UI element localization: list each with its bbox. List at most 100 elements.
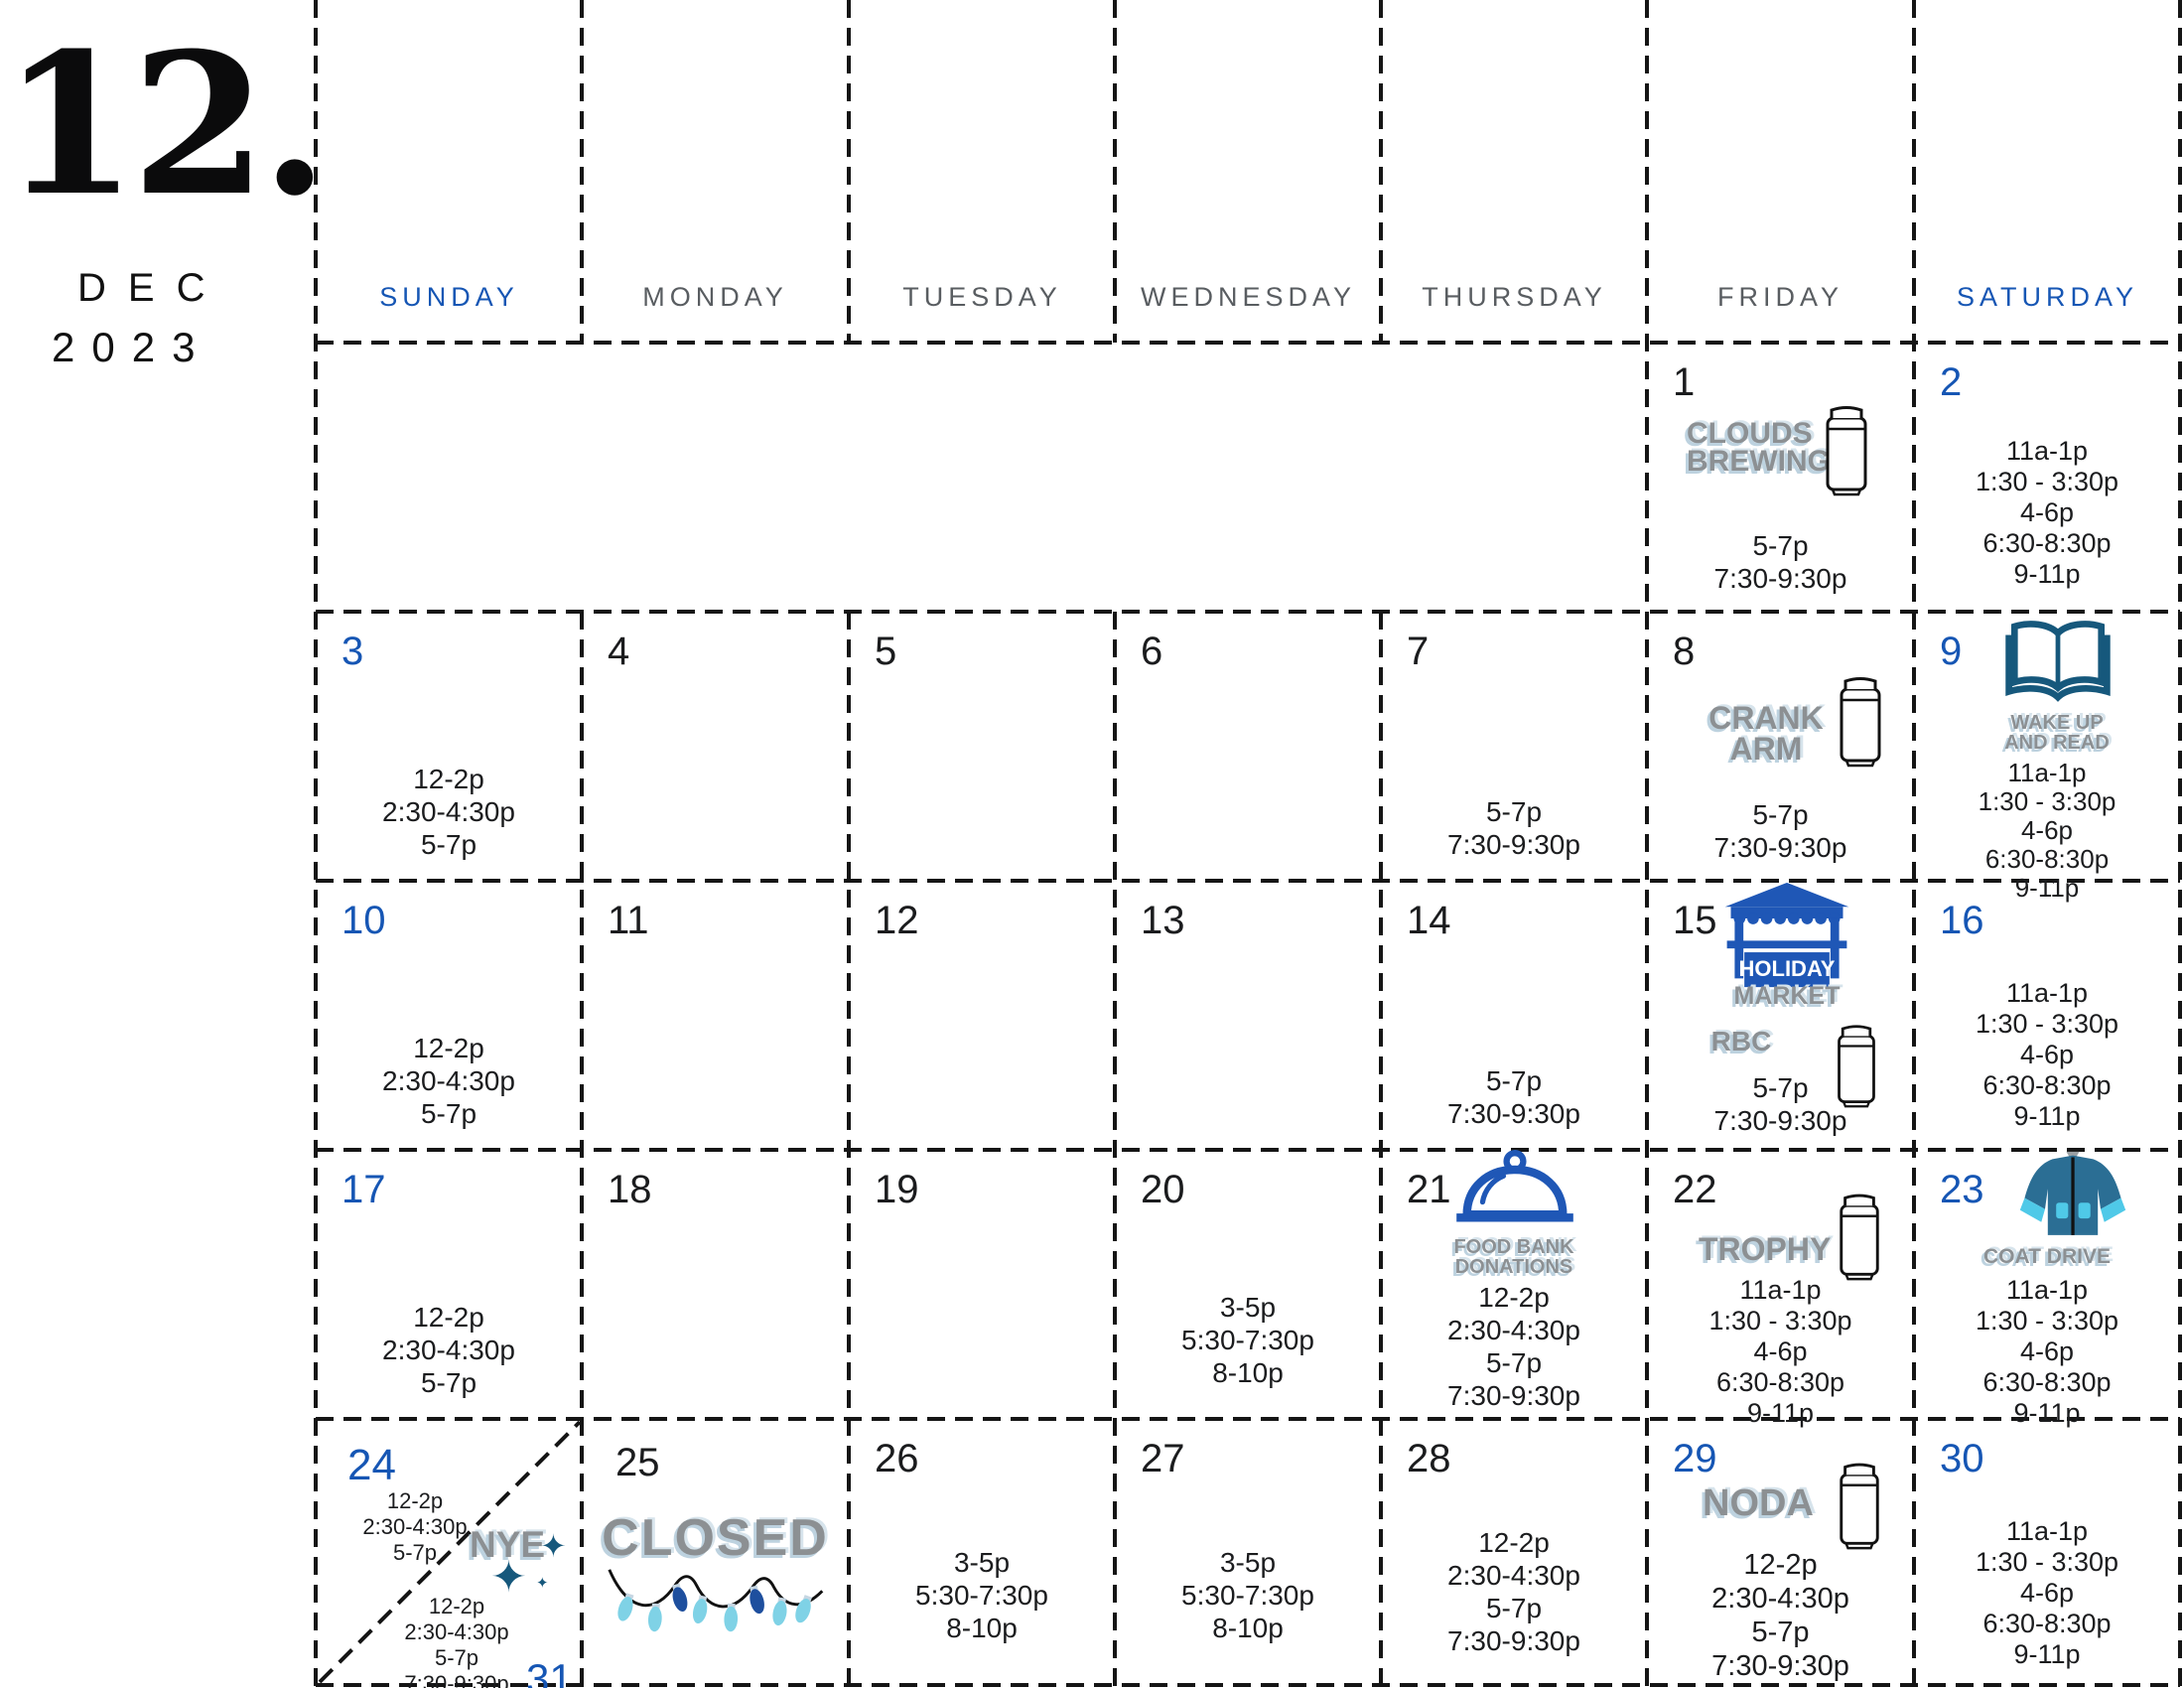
weekday-wednesday: WEDNESDAY — [1140, 282, 1357, 312]
day-number: 4 — [608, 630, 630, 673]
holiday-lights-icon — [608, 1569, 824, 1632]
shift-times: 5-7p 7:30-9:30p — [1447, 1065, 1580, 1129]
day-number: 7 — [1407, 630, 1430, 673]
event-name-coat-drive: COAT DRIVE — [1983, 1245, 2111, 1268]
shift-times: 5-7p 7:30-9:30p — [1447, 796, 1580, 860]
shift-times: 11a-1p 1:30 - 3:30p 4-6p 6:30-8:30p 9-11… — [1975, 1516, 2119, 1669]
day-number: 1 — [1673, 360, 1696, 404]
day-number: 29 — [1673, 1437, 1717, 1480]
day-number: 27 — [1141, 1437, 1185, 1480]
shift-times: 12-2p 2:30-4:30p 5-7p — [382, 1033, 515, 1129]
weekday-friday: FRIDAY — [1716, 282, 1843, 312]
day-cell-21: 21 FOOD BANK DONATIONS 12-2p 2:30-4:30p … — [1381, 1150, 1647, 1419]
day-cell-29: 29 NODA 12-2p 2:30-4:30p 5-7p 7:30-9:30p — [1647, 1419, 1914, 1688]
day-number: 15 — [1673, 899, 1717, 942]
day-number: 8 — [1673, 630, 1696, 673]
event-name-trophy: TROPHY — [1699, 1231, 1832, 1267]
day-cell-3: 3 12-2p 2:30-4:30p 5-7p — [316, 612, 582, 881]
event-name-market: MARKET — [1733, 982, 1841, 1010]
day-cell-27: 27 3-5p 5:30-7:30p 8-10p — [1115, 1419, 1381, 1688]
day-number: 10 — [341, 899, 386, 942]
day-number-31: 31 — [526, 1655, 573, 1688]
day-number: 12 — [875, 899, 919, 942]
day-number: 11 — [608, 899, 649, 942]
shift-times: 12-2p 2:30-4:30p 5-7p 7:30-9:30p — [1447, 1527, 1580, 1656]
shift-times: 5-7p 7:30-9:30p — [1713, 530, 1847, 594]
month-number: 12. — [2, 11, 329, 239]
day-cell-16: 16 11a-1p 1:30 - 3:30p 4-6p 6:30-8:30p 9… — [1914, 881, 2180, 1150]
event-banner-holiday: HOLIDAY — [1738, 956, 1836, 981]
shift-times: 5-7p 7:30-9:30p — [1713, 1072, 1847, 1136]
food-cloche-icon — [1456, 1150, 1573, 1222]
day-cell-14: 14 5-7p 7:30-9:30p — [1381, 881, 1647, 1150]
shift-times: 12-2p 2:30-4:30p 5-7p — [382, 1302, 515, 1398]
day-cell-18: 18 — [582, 1150, 849, 1419]
shift-times: 11a-1p 1:30 - 3:30p 4-6p 6:30-8:30p 9-11… — [1975, 978, 2119, 1131]
day-cell-2: 2 11a-1p 1:30 - 3:30p 4-6p 6:30-8:30p 9-… — [1914, 343, 2180, 612]
day-cell-23: 23 COAT DRIVE 11a-1p 1:30 - 3:30p 4-6p 6… — [1914, 1150, 2180, 1428]
shift-times: 12-2p 2:30-4:30p 5-7p 7:30-9:30p — [1711, 1549, 1849, 1682]
shift-times-31: 12-2p 2:30-4:30p 5-7p 7:30-9:30p — [404, 1594, 509, 1688]
day-number: 5 — [875, 630, 897, 673]
day-number: 22 — [1673, 1168, 1717, 1211]
day-number: 21 — [1407, 1168, 1451, 1211]
day-number: 18 — [608, 1168, 652, 1211]
weekday-monday: MONDAY — [642, 282, 788, 312]
beer-can-icon — [1838, 1025, 1875, 1108]
day-number: 23 — [1940, 1168, 1984, 1211]
shift-times: 5-7p 7:30-9:30p — [1713, 799, 1847, 863]
day-number: 20 — [1141, 1168, 1185, 1211]
day-cell-22: 22 TROPHY 11a-1p 1:30 - 3:30p 4-6p 6:30-… — [1647, 1150, 1914, 1428]
shift-times: 3-5p 5:30-7:30p 8-10p — [915, 1547, 1048, 1643]
day-cell-26: 26 3-5p 5:30-7:30p 8-10p — [849, 1419, 1115, 1688]
shift-times: 3-5p 5:30-7:30p 8-10p — [1181, 1547, 1314, 1643]
weekday-saturday: SATURDAY — [1956, 282, 2138, 312]
day-cell-20: 20 3-5p 5:30-7:30p 8-10p — [1115, 1150, 1381, 1419]
shift-times: 12-2p 2:30-4:30p 5-7p — [382, 764, 515, 860]
day-number-24: 24 — [347, 1441, 396, 1489]
shift-times: 12-2p 2:30-4:30p 5-7p 7:30-9:30p — [1447, 1282, 1580, 1411]
day-number: 19 — [875, 1168, 919, 1211]
day-cell-30: 30 11a-1p 1:30 - 3:30p 4-6p 6:30-8:30p 9… — [1914, 1419, 2180, 1688]
event-name-wake-up-and-read: WAKE UP AND READ — [2004, 712, 2110, 754]
shift-times: 3-5p 5:30-7:30p 8-10p — [1181, 1292, 1314, 1388]
event-name-nye: NYE — [470, 1524, 546, 1565]
day-number: 14 — [1407, 899, 1451, 942]
event-name-clouds-brewing: CLOUDS BREWING — [1687, 417, 1831, 478]
day-number: 17 — [341, 1168, 386, 1211]
bulbs — [617, 1583, 813, 1632]
day-cell-11: 11 — [582, 881, 849, 1150]
coat-icon — [2019, 1151, 2126, 1235]
beer-can-icon — [1840, 677, 1881, 768]
day-number: 6 — [1141, 630, 1163, 673]
day-cell-5: 5 — [849, 612, 1115, 881]
sparkle-icon: ✦ — [536, 1575, 549, 1592]
day-number: 9 — [1940, 630, 1963, 673]
event-name-noda: NODA — [1703, 1482, 1814, 1524]
open-book-icon — [2005, 621, 2111, 702]
day-number: 3 — [341, 630, 364, 673]
month-name: DEC — [77, 266, 227, 310]
shift-times: 11a-1p 1:30 - 3:30p 4-6p 6:30-8:30p 9-11… — [1975, 1275, 2119, 1428]
day-number: 26 — [875, 1437, 919, 1480]
beer-can-icon — [1840, 1463, 1879, 1550]
day-number: 28 — [1407, 1437, 1451, 1480]
year: 2023 — [52, 324, 212, 370]
day-cell-19: 19 — [849, 1150, 1115, 1419]
weekday-thursday: THURSDAY — [1422, 282, 1607, 312]
day-cell-8: 8 CRANK ARM 5-7p 7:30-9:30p — [1647, 612, 1914, 881]
weekday-tuesday: TUESDAY — [902, 282, 1062, 312]
day-cell-17: 17 12-2p 2:30-4:30p 5-7p — [316, 1150, 582, 1419]
shift-times-24: 12-2p 2:30-4:30p 5-7p — [362, 1488, 468, 1565]
day-cell-4: 4 — [582, 612, 849, 881]
event-name-rbc: RBC — [1710, 1026, 1772, 1056]
day-cell-10: 10 12-2p 2:30-4:30p 5-7p — [316, 881, 582, 1150]
weekday-sunday: SUNDAY — [379, 282, 519, 312]
beer-can-icon — [1826, 406, 1867, 496]
day-cell-25: 25 CLOSED — [582, 1419, 849, 1688]
sparkle-icon: ✦ — [490, 1553, 527, 1602]
day-number: 2 — [1940, 360, 1963, 404]
day-number: 30 — [1940, 1437, 1984, 1480]
day-number: 13 — [1141, 899, 1185, 942]
